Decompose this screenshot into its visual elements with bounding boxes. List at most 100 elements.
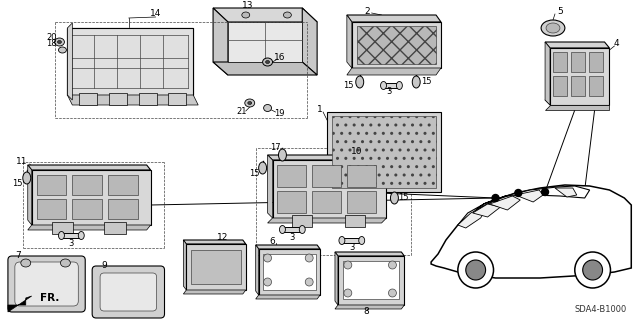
Text: 15: 15 bbox=[13, 179, 23, 188]
Polygon shape bbox=[490, 196, 520, 210]
Polygon shape bbox=[28, 225, 150, 230]
Polygon shape bbox=[335, 252, 404, 256]
Bar bbox=[168, 93, 186, 105]
Ellipse shape bbox=[356, 76, 364, 88]
Bar bbox=[108, 199, 138, 219]
FancyBboxPatch shape bbox=[8, 256, 85, 312]
Polygon shape bbox=[347, 15, 441, 22]
Text: 19: 19 bbox=[274, 108, 285, 117]
Polygon shape bbox=[183, 240, 186, 290]
Ellipse shape bbox=[546, 23, 560, 33]
Ellipse shape bbox=[58, 47, 67, 53]
Circle shape bbox=[458, 252, 493, 288]
Bar bbox=[278, 191, 306, 213]
Ellipse shape bbox=[23, 172, 31, 184]
Ellipse shape bbox=[54, 38, 65, 46]
FancyBboxPatch shape bbox=[92, 266, 164, 318]
Ellipse shape bbox=[264, 254, 271, 262]
Ellipse shape bbox=[248, 101, 252, 105]
Bar bbox=[72, 199, 102, 219]
Polygon shape bbox=[213, 8, 228, 75]
Polygon shape bbox=[268, 155, 387, 160]
Ellipse shape bbox=[344, 289, 352, 297]
Bar bbox=[312, 191, 341, 213]
Bar bbox=[345, 215, 365, 227]
Polygon shape bbox=[183, 240, 246, 244]
Ellipse shape bbox=[60, 259, 70, 267]
Polygon shape bbox=[67, 23, 72, 100]
Bar bbox=[32, 170, 150, 225]
Polygon shape bbox=[347, 68, 441, 75]
Text: 17: 17 bbox=[270, 143, 281, 152]
Ellipse shape bbox=[388, 289, 396, 297]
Polygon shape bbox=[545, 42, 550, 105]
Ellipse shape bbox=[266, 61, 269, 63]
Bar bbox=[553, 52, 567, 72]
FancyBboxPatch shape bbox=[15, 262, 78, 306]
Text: 6: 6 bbox=[269, 236, 275, 246]
Polygon shape bbox=[268, 218, 387, 223]
Polygon shape bbox=[458, 186, 589, 225]
Ellipse shape bbox=[388, 261, 396, 269]
Text: 3: 3 bbox=[349, 243, 355, 253]
Bar bbox=[278, 165, 306, 187]
Bar bbox=[327, 112, 441, 192]
Bar bbox=[347, 191, 376, 213]
Text: 3: 3 bbox=[290, 234, 295, 242]
Bar bbox=[36, 199, 67, 219]
Bar bbox=[36, 175, 67, 195]
Ellipse shape bbox=[264, 105, 271, 112]
Bar bbox=[332, 116, 436, 188]
Ellipse shape bbox=[305, 278, 313, 286]
Bar bbox=[108, 175, 138, 195]
Ellipse shape bbox=[344, 261, 352, 269]
Ellipse shape bbox=[541, 20, 565, 36]
Ellipse shape bbox=[359, 236, 365, 244]
Polygon shape bbox=[342, 238, 362, 243]
Polygon shape bbox=[256, 295, 320, 299]
Text: 3: 3 bbox=[387, 87, 392, 97]
Bar bbox=[292, 215, 312, 227]
Polygon shape bbox=[213, 8, 317, 22]
Bar bbox=[343, 261, 399, 299]
Circle shape bbox=[515, 189, 522, 197]
Ellipse shape bbox=[278, 149, 287, 161]
Ellipse shape bbox=[300, 226, 305, 234]
Text: SDA4-B1000: SDA4-B1000 bbox=[575, 306, 627, 315]
Polygon shape bbox=[67, 28, 193, 95]
Polygon shape bbox=[347, 15, 352, 68]
Bar bbox=[352, 22, 441, 68]
Text: 15: 15 bbox=[398, 194, 408, 203]
Text: 8: 8 bbox=[364, 308, 369, 316]
Polygon shape bbox=[28, 165, 32, 225]
Ellipse shape bbox=[242, 12, 250, 18]
Ellipse shape bbox=[284, 12, 291, 18]
Polygon shape bbox=[67, 95, 198, 105]
Polygon shape bbox=[268, 155, 273, 218]
Circle shape bbox=[541, 189, 548, 196]
Text: 5: 5 bbox=[557, 8, 563, 17]
Polygon shape bbox=[383, 83, 399, 88]
Ellipse shape bbox=[280, 226, 285, 234]
Bar bbox=[589, 52, 602, 72]
Polygon shape bbox=[515, 190, 543, 202]
Text: 14: 14 bbox=[150, 10, 161, 19]
Bar bbox=[356, 26, 436, 64]
Bar bbox=[191, 250, 241, 284]
Polygon shape bbox=[555, 188, 577, 197]
Text: 15: 15 bbox=[250, 168, 260, 177]
Text: 7: 7 bbox=[15, 251, 20, 261]
Ellipse shape bbox=[264, 278, 271, 286]
Polygon shape bbox=[282, 227, 302, 232]
Text: 10: 10 bbox=[351, 146, 362, 155]
Polygon shape bbox=[458, 205, 488, 228]
Ellipse shape bbox=[262, 58, 273, 66]
Circle shape bbox=[466, 260, 486, 280]
Ellipse shape bbox=[259, 162, 267, 174]
Text: 20: 20 bbox=[46, 33, 57, 41]
Bar bbox=[79, 93, 97, 105]
Text: 11: 11 bbox=[16, 158, 28, 167]
Text: 15: 15 bbox=[421, 78, 431, 86]
Text: 3: 3 bbox=[68, 240, 74, 249]
Polygon shape bbox=[213, 62, 317, 75]
